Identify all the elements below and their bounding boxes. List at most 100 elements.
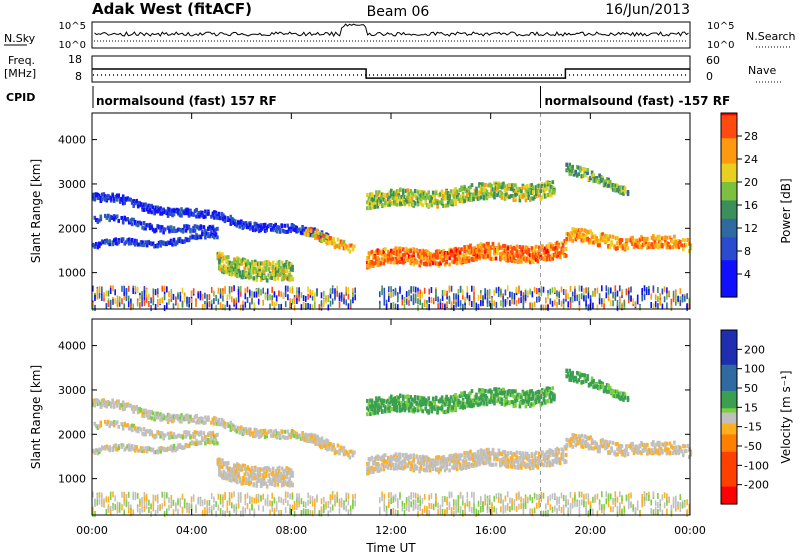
velocity-cell-5 <box>396 408 399 413</box>
power-cell-0 <box>95 192 98 197</box>
power-clutter-cell <box>538 288 540 295</box>
power-cell-7 <box>674 239 678 244</box>
power-clutter-cell <box>345 286 347 293</box>
power-cell-3 <box>227 260 230 265</box>
velocity-cell-5 <box>376 410 380 415</box>
power-cell-2 <box>98 244 101 249</box>
velocity-cell-5 <box>375 400 378 405</box>
power-cell-2 <box>145 243 149 248</box>
power-clutter-cell <box>522 292 525 299</box>
power-cell-6 <box>490 245 493 250</box>
power-cell-6 <box>402 247 405 252</box>
velocity-cell-5 <box>458 400 462 405</box>
power-cell-6 <box>442 252 445 257</box>
power-cell-5 <box>406 199 409 204</box>
power-cell-2 <box>210 232 213 237</box>
power-cell-5 <box>520 189 523 194</box>
power-clutter-cell <box>349 299 352 306</box>
power-cell-5 <box>538 183 541 188</box>
power-cell-6 <box>373 250 377 255</box>
velocity-cell-0 <box>150 416 153 421</box>
power-cell-5 <box>384 203 387 208</box>
colorbar-tick-label: 20 <box>744 176 758 189</box>
velocity-cell-5 <box>478 402 481 407</box>
power-clutter-cell <box>163 285 166 292</box>
power-cell-5 <box>509 194 513 198</box>
velocity-cell-5 <box>394 402 398 407</box>
power-cell-3 <box>233 267 236 272</box>
velocity-cell-0 <box>141 413 144 418</box>
power-cell-5 <box>442 203 445 208</box>
velocity-cell-5 <box>493 393 496 398</box>
power-cell-7 <box>602 237 606 242</box>
power-cell-0 <box>102 195 106 200</box>
power-cell-3 <box>286 260 290 265</box>
power-cell-6 <box>511 251 514 256</box>
velocity-cell-0 <box>142 411 146 416</box>
power-cell-8 <box>605 177 609 182</box>
velocity-cell-0 <box>238 426 242 431</box>
power-cell-2 <box>139 240 143 245</box>
power-cell-6 <box>487 241 490 246</box>
velocity-cell-0 <box>262 430 265 435</box>
power-cell-5 <box>533 195 537 200</box>
power-cell-7 <box>659 241 663 246</box>
velocity-cell-0 <box>255 430 258 435</box>
power-cell-3 <box>261 261 264 266</box>
power-cell-7 <box>616 236 619 240</box>
velocity-cell-0 <box>249 429 252 433</box>
velocity-cell-1 <box>169 431 173 436</box>
power-clutter-cell <box>354 294 356 301</box>
power-cell-6 <box>418 255 421 260</box>
power-clutter-cell <box>614 294 617 301</box>
velocity-cell-5 <box>461 397 465 402</box>
velocity-cell-5 <box>402 394 405 399</box>
power-clutter-cell <box>536 296 538 303</box>
power-cell-5 <box>524 188 528 193</box>
power-clutter-cell <box>571 296 574 303</box>
colorbar-segment <box>721 209 737 213</box>
power-clutter-cell <box>459 300 462 307</box>
power-cell-3 <box>240 274 244 279</box>
power-clutter-cell <box>639 304 641 311</box>
power-clutter-cell <box>493 300 495 307</box>
power-cell-7 <box>658 245 661 250</box>
velocity-cell-3 <box>258 470 261 475</box>
power-cell-6 <box>372 264 375 268</box>
power-cell-3 <box>237 257 241 262</box>
velocity-cell-5 <box>518 393 522 398</box>
power-cell-5 <box>529 196 532 201</box>
power-clutter-cell <box>688 297 691 304</box>
power-clutter-cell <box>383 292 386 299</box>
velocity-cell-3 <box>233 463 236 468</box>
power-cell-5 <box>382 192 386 197</box>
velocity-cell-3 <box>258 478 261 482</box>
power-cell-4 <box>323 238 326 242</box>
power-cell-7 <box>625 242 628 247</box>
power-cell-5 <box>434 191 438 196</box>
power-cell-4 <box>330 240 334 245</box>
power-cell-3 <box>230 272 233 277</box>
velocity-cell-3 <box>254 472 257 477</box>
velocity-cell-4 <box>351 453 355 458</box>
velocity-cell-2 <box>172 446 176 451</box>
power-cell-6 <box>538 247 541 252</box>
velocity-cell-5 <box>463 404 466 409</box>
power-cell-5 <box>460 198 463 203</box>
power-cell-5 <box>547 180 550 185</box>
power-cell-0 <box>148 204 152 209</box>
power-cell-1 <box>159 225 162 230</box>
velocity-cell-6 <box>372 467 375 472</box>
power-cell-5 <box>482 187 486 192</box>
power-cell-2 <box>117 238 120 242</box>
power-cell-0 <box>98 193 101 198</box>
velocity-cell-3 <box>288 476 291 481</box>
power-clutter-cell <box>139 302 141 309</box>
power-cell-6 <box>514 246 517 251</box>
velocity-cell-3 <box>291 473 294 478</box>
power-clutter-cell <box>244 288 247 295</box>
power-cell-7 <box>662 236 666 241</box>
power-cell-3 <box>262 260 266 265</box>
power-cell-6 <box>418 249 421 254</box>
power-cell-2 <box>98 241 101 246</box>
